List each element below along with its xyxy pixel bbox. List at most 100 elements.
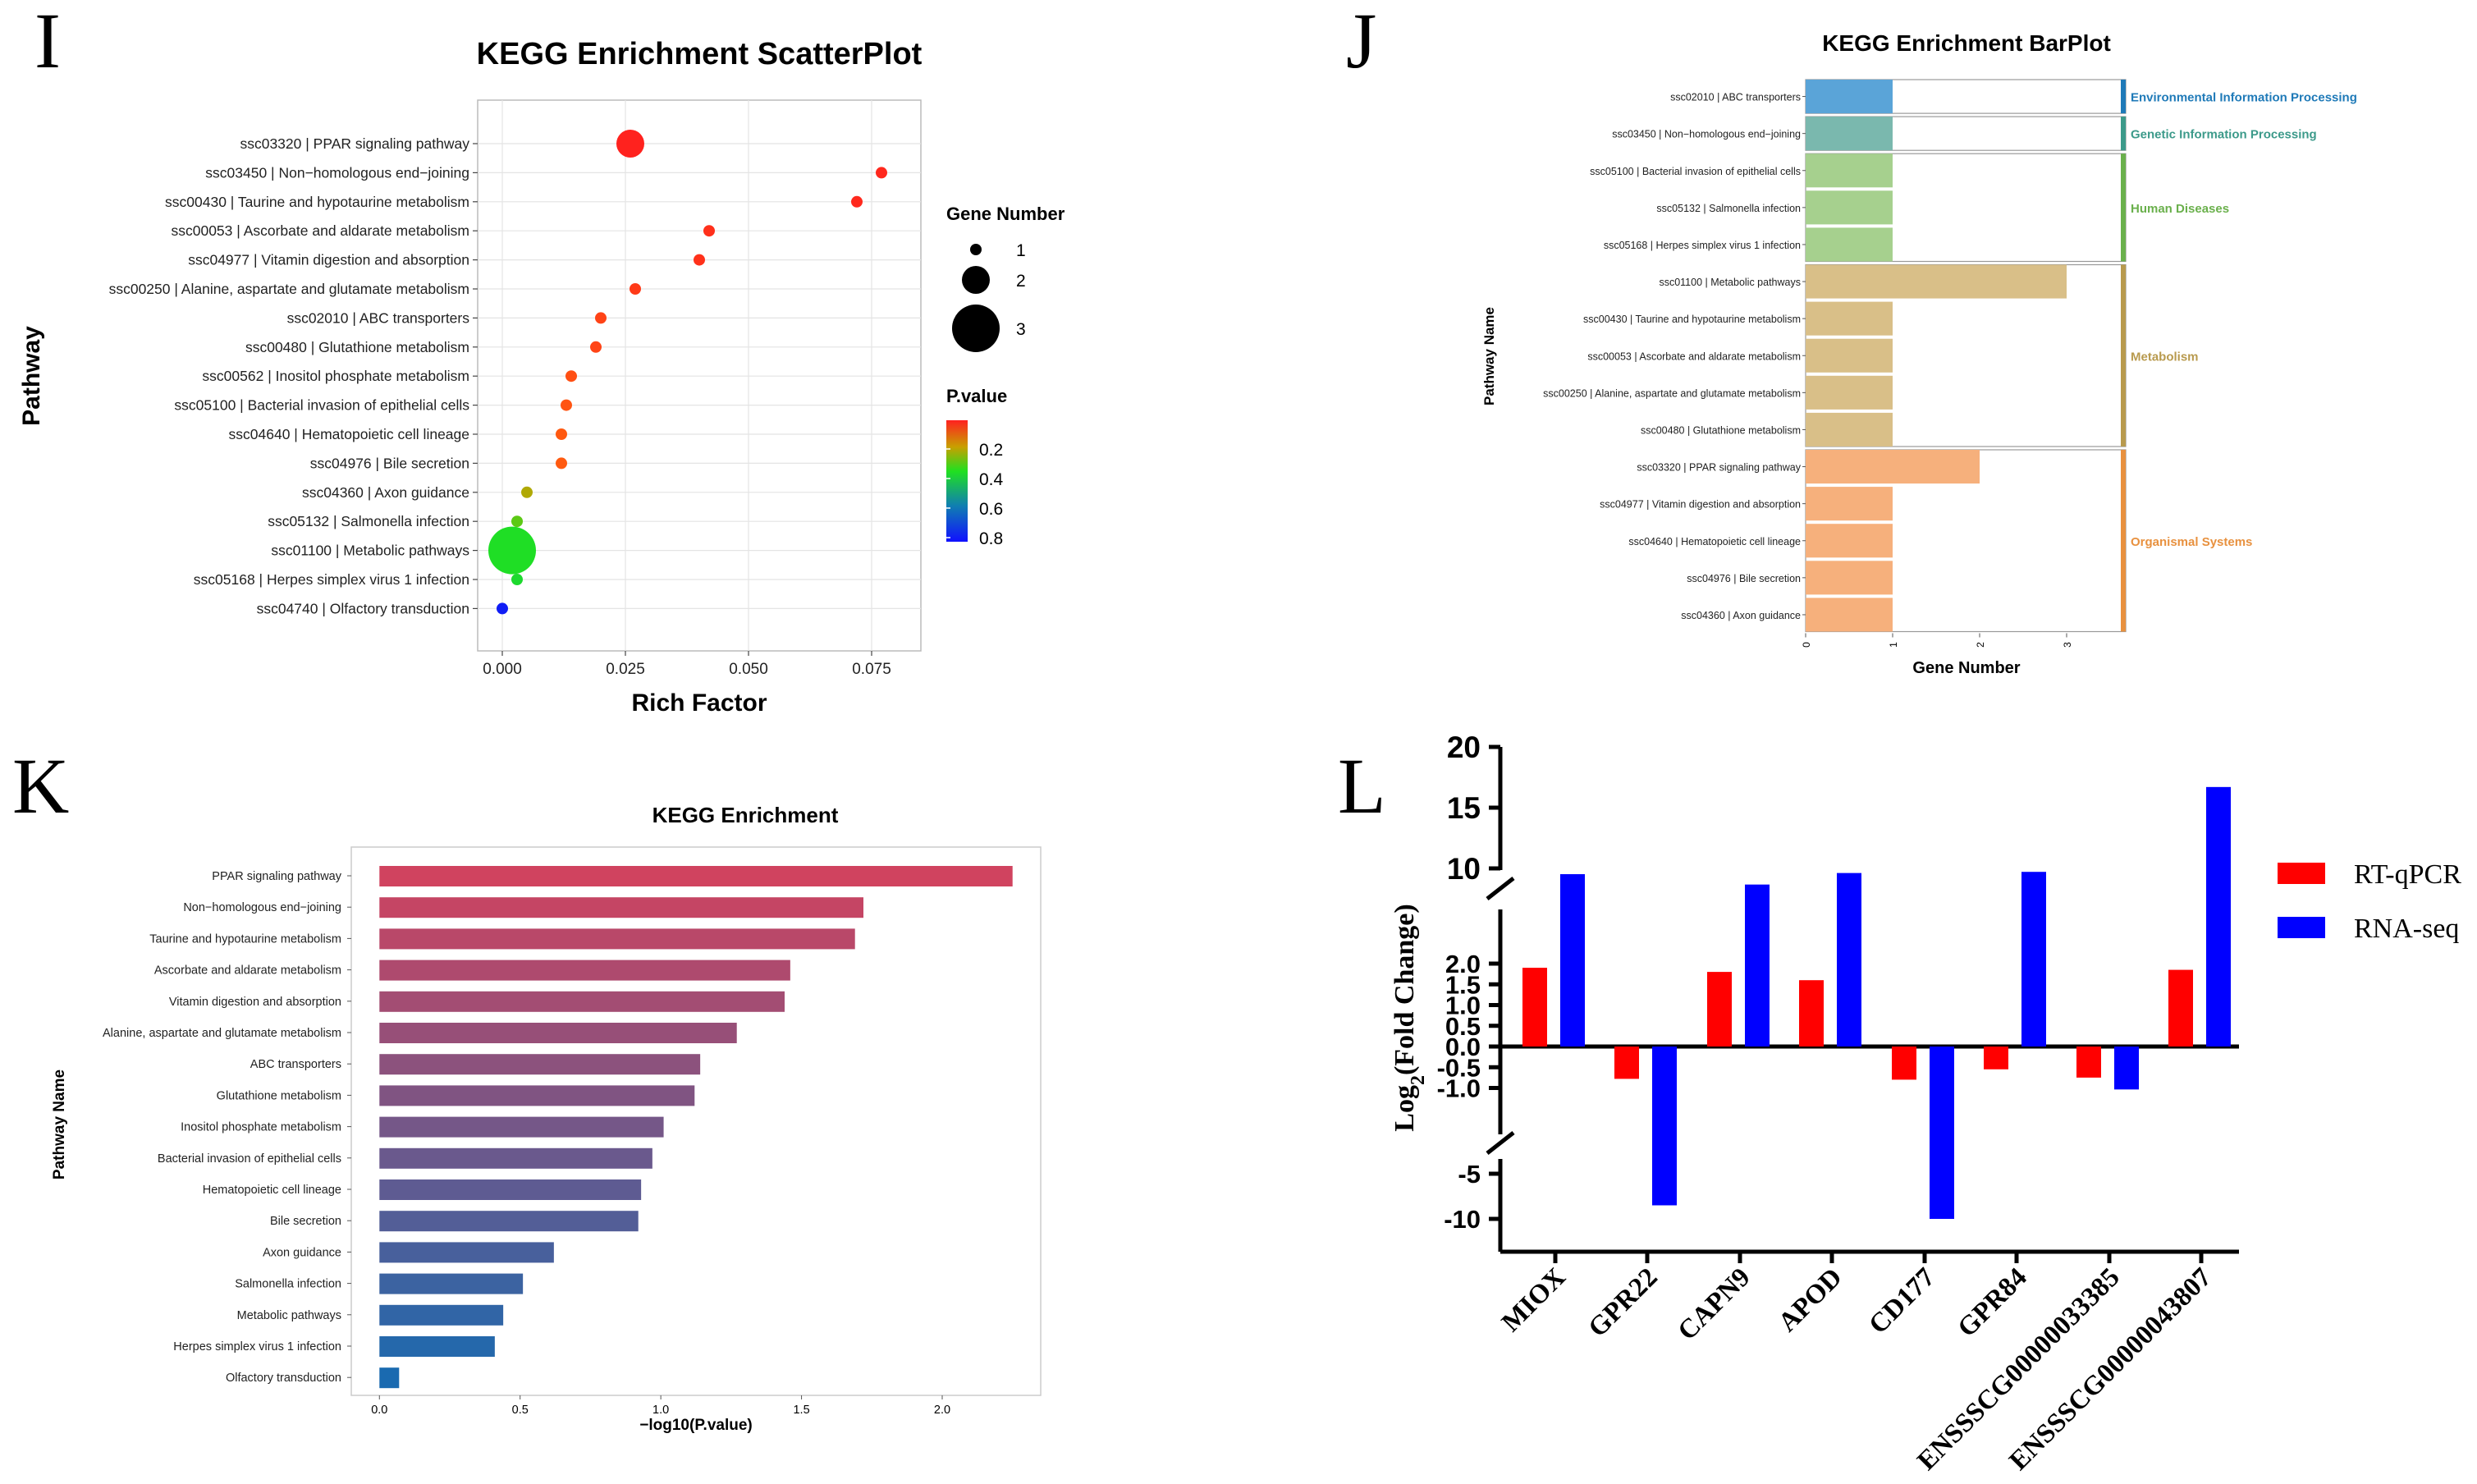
fold-bar-rna-seq [1745,884,1770,1047]
legend-size-label: 2 [1016,272,1026,291]
scatter-y-tick-label: ssc00562 | Inositol phosphate metabolism [202,368,469,384]
scatter-point [630,283,641,295]
enrichment-bar [379,1273,524,1294]
enrichment-x-tick-label: 0.0 [371,1404,387,1417]
enrichment-y-tick-label: Bile secretion [270,1215,341,1228]
fold-x-tick-label: CD177 [1863,1262,1940,1340]
enrichment-x-tick-label: 2.0 [934,1404,950,1417]
barplot-y-tick-label: ssc00053 | Ascorbate and aldarate metabo… [1587,350,1801,362]
legend-size-label: 1 [1016,241,1026,260]
barplot-y-tick-label: ssc05132 | Salmonella infection [1656,203,1801,214]
scatter-y-tick-label: ssc04740 | Olfactory transduction [257,600,469,616]
enrichment-y-tick-label: Olfactory transduction [226,1372,341,1385]
scatter-y-tick-label: ssc00430 | Taurine and hypotaurine metab… [165,194,469,210]
legend-colorbar-label: 0.6 [979,500,1003,519]
enrichment-bar [379,928,855,950]
fold-bar-rna-seq [1837,873,1861,1047]
barplot-y-axis-label: Pathway Name [1481,307,1497,405]
enrichment-y-tick-label: Bacterial invasion of epithelial cells [158,1152,341,1166]
enrichment-y-tick-label: Alanine, aspartate and glutamate metabol… [103,1027,341,1040]
scatter-point [616,130,644,158]
scatter-point [595,312,607,324]
barplot-bar [1806,598,1893,632]
fold-x-tick-label: GPR84 [1953,1262,2033,1343]
fold-y-label-main: Log [1390,1085,1420,1132]
barplot-y-tick-label: ssc03450 | Non−homologous end−joining [1612,129,1801,140]
scatter-point [511,515,523,528]
enrichment-y-tick-label: Taurine and hypotaurine metabolism [149,932,341,946]
barplot-group-strip [2121,450,2126,632]
fold-y-tick-label: -0.5 [1437,1053,1481,1082]
enrichment-bar [379,1179,642,1200]
enrichment-bar [379,1367,400,1389]
barplot-x-tick-label: 2 [1975,642,1986,648]
fold-bar-rt-qpcr [1522,968,1547,1047]
barplot-bar [1806,561,1893,595]
enrichment-x-tick-label: 1.0 [652,1404,669,1417]
panel-i-scatterplot: KEGG Enrichment ScatterPlot ssc03320 | PP… [18,37,1065,717]
legend-colorbar-label: 0.4 [979,470,1004,489]
barplot-x-tick-label: 3 [2062,642,2073,648]
scatter-point [561,399,572,411]
barplot-x-tick-label: 1 [1888,642,1899,648]
enrichment-y-tick-label: ABC transporters [250,1058,341,1071]
scatter-y-tick-label: ssc01100 | Metabolic pathways [271,543,469,559]
barplot-y-tick-label: ssc04977 | Vitamin digestion and absorpt… [1600,499,1801,511]
barplot-y-tick-label: ssc03320 | PPAR signaling pathway [1637,462,1801,474]
fold-y-tick-label: 20 [1447,731,1481,764]
scatter-y-tick-label: ssc03320 | PPAR signaling pathway [240,135,469,152]
enrichment-y-tick-label: Ascorbate and aldarate metabolism [154,964,341,978]
barplot-bar [1806,450,1980,484]
enrichment-x-tick-label: 0.5 [512,1404,529,1417]
barplot-group-strip [2121,117,2126,151]
enrichment-bar [379,991,785,1012]
fold-bar-rt-qpcr [2076,1047,2101,1078]
enrichment-y-tick-label: Vitamin digestion and absorption [169,996,341,1009]
barplot-bar [1806,338,1893,373]
scatter-point [521,486,533,498]
barplot-bar [1806,412,1893,447]
fold-legend-swatch [2278,863,2325,884]
scatter-x-tick-label: 0.075 [852,661,891,678]
enrichment-y-tick-label: Hematopoietic cell lineage [203,1184,341,1197]
scatter-y-tick-label: ssc04640 | Hematopoietic cell lineage [229,426,469,442]
panel-letter-k: K [12,742,69,830]
barplot-y-tick-label: ssc01100 | Metabolic pathways [1659,277,1801,288]
enrichment-y-tick-label: Non−homologous end−joining [183,901,341,914]
legend-size-label: 3 [1016,320,1026,339]
panel-letter-i: I [34,0,61,85]
enrichment-bar [379,1147,652,1169]
scatter-y-tick-label: ssc00250 | Alanine, aspartate and glutam… [109,281,469,297]
legend-size-dot [962,266,990,294]
panel-l-fold-change: 20 15 10 2.01.51.00.50.0-0.5-1.0 -5 -10 Log2(F… [1390,731,2461,1476]
scatter-point [556,428,567,440]
barplot-y-tick-label: ssc02010 | ABC transporters [1670,92,1801,103]
legend-pvalue-title: P.value [946,386,1007,406]
fold-bar-rna-seq [1652,1047,1677,1206]
scatter-y-tick-label: ssc02010 | ABC transporters [287,309,470,326]
scatter-y-tick-label: ssc04977 | Vitamin digestion and absorpt… [188,252,469,268]
scatter-y-tick-label: ssc04360 | Axon guidance [302,484,469,501]
barplot-bar [1806,487,1893,521]
barplot-group-label: Metabolism [2131,350,2199,364]
scatter-x-tick-label: 0.025 [606,661,645,678]
fold-x-tick-label: GPR22 [1583,1262,1664,1343]
barplot-bar [1806,227,1893,262]
enrichment-y-tick-label: PPAR signaling pathway [212,870,341,883]
fold-y-tick-label: -5 [1458,1160,1481,1189]
enrichment-y-tick-label: Metabolic pathways [237,1309,341,1322]
barplot-group-label: Environmental Information Processing [2131,91,2357,105]
scatter-y-tick-label: ssc03450 | Non−homologous end−joining [205,164,469,181]
fold-bar-rna-seq [2021,872,2046,1047]
barplot-y-tick-label: ssc00250 | Alanine, aspartate and glutam… [1543,387,1801,399]
enrichment-bar [379,1211,639,1232]
scatter-title: KEGG Enrichment ScatterPlot [477,37,923,71]
fold-x-tick-label: CAPN9 [1673,1262,1756,1346]
barplot-bar [1806,375,1893,410]
scatter-x-axis-label: Rich Factor [631,689,767,717]
fold-x-tick-label: MIOX [1496,1262,1572,1338]
fold-axis-break [1486,877,1515,900]
scatter-plot-area [477,99,922,652]
enrichment-bar [379,1116,664,1138]
